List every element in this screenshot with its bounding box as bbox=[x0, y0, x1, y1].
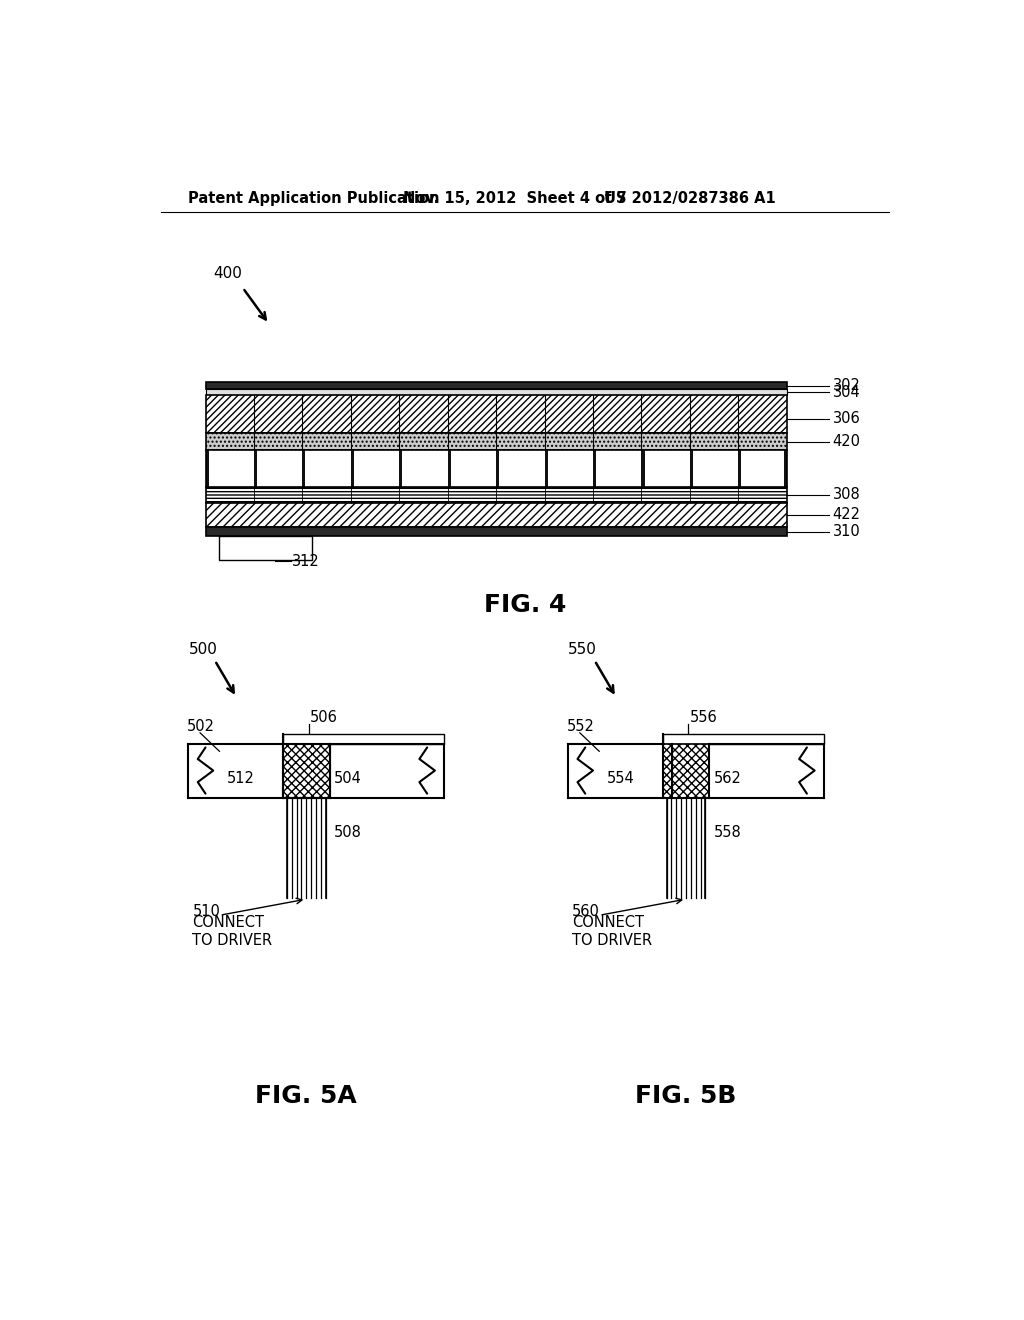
Bar bbox=[257, 450, 302, 487]
Text: Patent Application Publication: Patent Application Publication bbox=[188, 191, 440, 206]
Bar bbox=[741, 450, 786, 487]
Bar bbox=[402, 450, 447, 487]
Bar bbox=[399, 450, 402, 487]
Text: 556: 556 bbox=[690, 710, 718, 725]
Text: 306: 306 bbox=[833, 411, 860, 426]
Text: 552: 552 bbox=[566, 719, 595, 734]
Text: 558: 558 bbox=[714, 825, 741, 840]
Bar bbox=[219, 536, 312, 560]
Bar bbox=[209, 450, 254, 487]
Text: 304: 304 bbox=[833, 384, 860, 400]
Bar bbox=[593, 450, 596, 487]
Bar bbox=[496, 450, 500, 487]
Text: CONNECT
TO DRIVER: CONNECT TO DRIVER bbox=[572, 915, 652, 948]
Text: 400: 400 bbox=[213, 267, 242, 281]
Bar bbox=[206, 450, 786, 487]
Text: 510: 510 bbox=[193, 904, 220, 919]
Text: 508: 508 bbox=[334, 825, 362, 840]
Bar bbox=[451, 450, 496, 487]
Bar bbox=[188, 743, 283, 797]
Bar bbox=[500, 450, 545, 487]
Bar bbox=[783, 450, 786, 487]
Text: 420: 420 bbox=[833, 434, 860, 449]
Text: 302: 302 bbox=[833, 378, 860, 393]
Bar bbox=[206, 381, 786, 389]
Bar bbox=[548, 450, 593, 487]
Bar bbox=[206, 389, 786, 395]
Bar bbox=[693, 450, 738, 487]
Bar bbox=[354, 450, 399, 487]
Bar bbox=[663, 734, 824, 743]
Bar bbox=[305, 450, 351, 487]
Bar bbox=[690, 450, 693, 487]
Text: 506: 506 bbox=[310, 710, 338, 725]
Text: 500: 500 bbox=[188, 642, 217, 657]
Bar bbox=[641, 450, 644, 487]
Text: FIG. 5A: FIG. 5A bbox=[255, 1084, 357, 1109]
Bar bbox=[330, 743, 444, 797]
Bar bbox=[738, 450, 741, 487]
Bar bbox=[206, 527, 786, 536]
Bar bbox=[545, 450, 548, 487]
Bar bbox=[672, 743, 710, 797]
Text: 504: 504 bbox=[334, 771, 361, 787]
Text: US 2012/0287386 A1: US 2012/0287386 A1 bbox=[604, 191, 775, 206]
Bar bbox=[206, 487, 786, 503]
Bar bbox=[644, 450, 690, 487]
Bar bbox=[283, 743, 330, 797]
Text: 512: 512 bbox=[227, 771, 255, 787]
Bar bbox=[447, 450, 451, 487]
Text: 562: 562 bbox=[714, 771, 741, 787]
Text: 550: 550 bbox=[568, 642, 597, 657]
Text: 312: 312 bbox=[292, 553, 321, 569]
Bar bbox=[206, 503, 786, 527]
Text: FIG. 5B: FIG. 5B bbox=[635, 1084, 736, 1109]
Text: CONNECT
TO DRIVER: CONNECT TO DRIVER bbox=[193, 915, 272, 948]
Bar bbox=[254, 450, 257, 487]
Bar bbox=[596, 450, 641, 487]
Bar bbox=[206, 395, 786, 433]
Text: Nov. 15, 2012  Sheet 4 of 7: Nov. 15, 2012 Sheet 4 of 7 bbox=[403, 191, 627, 206]
Bar bbox=[206, 433, 786, 450]
Bar bbox=[283, 734, 444, 743]
Text: FIG. 4: FIG. 4 bbox=[483, 593, 566, 616]
Text: 560: 560 bbox=[572, 904, 600, 919]
Bar bbox=[351, 450, 354, 487]
Bar bbox=[663, 743, 672, 797]
Text: 310: 310 bbox=[833, 524, 860, 540]
Bar bbox=[206, 450, 209, 487]
Text: 502: 502 bbox=[187, 719, 215, 734]
Text: 308: 308 bbox=[833, 487, 860, 503]
Text: 554: 554 bbox=[607, 771, 635, 787]
Bar bbox=[302, 450, 305, 487]
Text: 422: 422 bbox=[833, 507, 860, 523]
